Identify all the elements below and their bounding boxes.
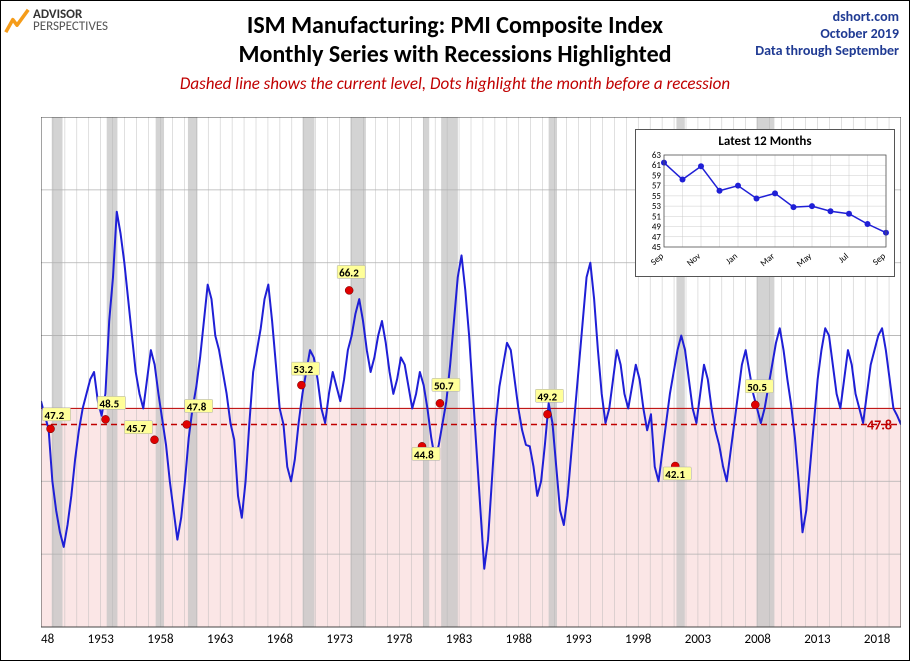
inset-title: Latest 12 Months bbox=[636, 134, 894, 149]
logo-text: ADVISOR PERSPECTIVES bbox=[33, 9, 108, 32]
svg-text:42.1: 42.1 bbox=[665, 468, 685, 481]
svg-text:48.5: 48.5 bbox=[100, 397, 120, 410]
svg-text:2003: 2003 bbox=[685, 632, 712, 647]
svg-text:2018: 2018 bbox=[864, 632, 891, 647]
logo: ADVISOR PERSPECTIVES bbox=[3, 7, 108, 35]
svg-text:47.2: 47.2 bbox=[45, 409, 65, 422]
svg-text:53: 53 bbox=[652, 201, 662, 212]
svg-text:49.2: 49.2 bbox=[537, 390, 557, 403]
svg-text:2008: 2008 bbox=[744, 632, 771, 647]
svg-text:Sep: Sep bbox=[871, 251, 888, 268]
svg-text:1973: 1973 bbox=[326, 632, 353, 647]
inset-svg: 45474951535557596163 Sep Nov Jan Mar May Jul Se… bbox=[636, 149, 894, 273]
svg-text:45: 45 bbox=[652, 242, 662, 253]
svg-text:57: 57 bbox=[652, 181, 662, 192]
svg-text:66.2: 66.2 bbox=[339, 266, 359, 279]
meta-range: Data through September bbox=[755, 43, 899, 60]
svg-text:Nov: Nov bbox=[685, 251, 703, 269]
svg-text:1988: 1988 bbox=[506, 632, 533, 647]
svg-text:1993: 1993 bbox=[565, 632, 592, 647]
svg-text:1958: 1958 bbox=[147, 632, 174, 647]
svg-text:1998: 1998 bbox=[625, 632, 652, 647]
svg-text:44.8: 44.8 bbox=[414, 448, 434, 461]
chart-container: ADVISOR PERSPECTIVES ISM Manufacturing: … bbox=[0, 0, 910, 661]
meta-block: dshort.com October 2019 Data through Sep… bbox=[755, 9, 899, 59]
svg-text:53.2: 53.2 bbox=[293, 363, 313, 376]
meta-date: October 2019 bbox=[755, 26, 899, 43]
svg-text:47.8: 47.8 bbox=[187, 400, 207, 413]
svg-text:45.7: 45.7 bbox=[126, 422, 146, 435]
logo-bottom: PERSPECTIVES bbox=[33, 21, 108, 33]
svg-text:1963: 1963 bbox=[207, 632, 234, 647]
svg-text:50.5: 50.5 bbox=[747, 381, 767, 394]
svg-text:47.8: 47.8 bbox=[867, 416, 892, 433]
svg-text:Jan: Jan bbox=[724, 251, 740, 267]
logo-icon bbox=[3, 7, 31, 35]
svg-text:61: 61 bbox=[652, 160, 662, 171]
svg-text:55: 55 bbox=[652, 191, 662, 202]
svg-text:49: 49 bbox=[652, 222, 662, 233]
svg-text:63: 63 bbox=[652, 150, 662, 161]
svg-text:1983: 1983 bbox=[446, 632, 473, 647]
svg-text:May: May bbox=[795, 250, 815, 269]
svg-text:1948: 1948 bbox=[41, 632, 55, 647]
svg-text:Mar: Mar bbox=[758, 251, 777, 269]
svg-text:1953: 1953 bbox=[88, 632, 115, 647]
svg-text:1968: 1968 bbox=[267, 632, 294, 647]
header: ADVISOR PERSPECTIVES ISM Manufacturing: … bbox=[1, 1, 909, 111]
svg-text:Jul: Jul bbox=[836, 251, 850, 266]
subtitle: Dashed line shows the current level, Dot… bbox=[1, 73, 909, 94]
meta-site: dshort.com bbox=[755, 9, 899, 26]
svg-text:59: 59 bbox=[652, 170, 662, 181]
svg-text:Sep: Sep bbox=[649, 251, 666, 268]
svg-text:1978: 1978 bbox=[386, 632, 413, 647]
svg-text:50.7: 50.7 bbox=[434, 379, 454, 392]
inset-chart: Latest 12 Months 45474951535557596163 Sep… bbox=[635, 129, 895, 277]
svg-text:47: 47 bbox=[652, 232, 662, 243]
svg-text:51: 51 bbox=[652, 211, 662, 222]
svg-text:2013: 2013 bbox=[804, 632, 831, 647]
